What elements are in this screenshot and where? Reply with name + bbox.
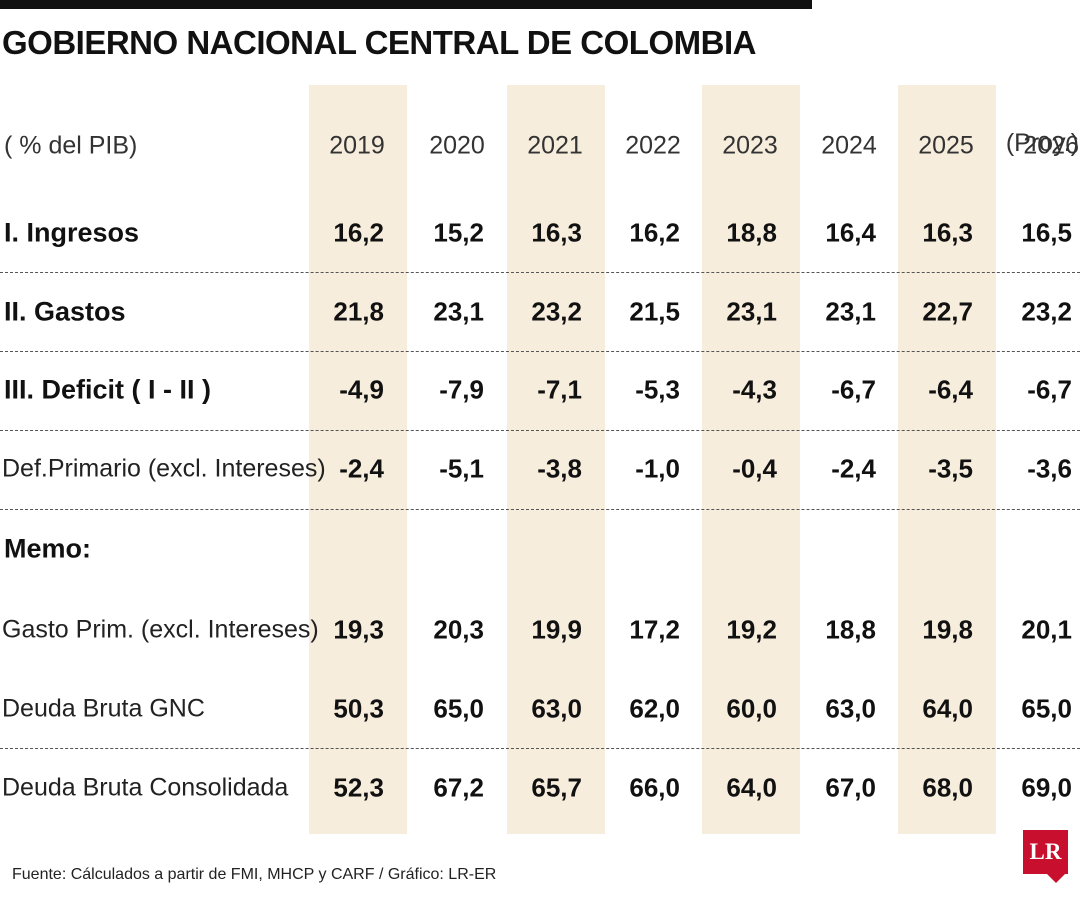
top-bar xyxy=(0,0,812,9)
value-cell-2020: 67,2 xyxy=(433,772,484,803)
row-label: III. Deficit ( I - II ) xyxy=(4,374,212,405)
unit-label: ( % del PIB) xyxy=(4,131,138,160)
value-cell-2023: 19,2 xyxy=(726,614,777,645)
value-cell-2022: 16,2 xyxy=(629,217,680,248)
row-divider xyxy=(0,509,1080,510)
value-cell-2024: 67,0 xyxy=(825,772,876,803)
value-cell-2023: 64,0 xyxy=(726,772,777,803)
year-header-2022: 2022 xyxy=(625,131,681,160)
year-header-2025: 2025 xyxy=(918,131,974,160)
row-divider xyxy=(0,351,1080,352)
row-label: II. Gastos xyxy=(4,296,126,327)
value-cell-2020: 65,0 xyxy=(433,693,484,724)
row-divider xyxy=(0,272,1080,273)
value-cell-2019: 16,2 xyxy=(333,217,384,248)
projection-label: (Proy.) xyxy=(1005,129,1079,157)
value-cell-2025: 19,8 xyxy=(922,614,973,645)
lr-logo-tail xyxy=(1046,873,1066,883)
value-cell-2022: 62,0 xyxy=(629,693,680,724)
value-cell-2021: 65,7 xyxy=(531,772,582,803)
value-cell-2019: -2,4 xyxy=(339,453,384,484)
value-cell-2024: -6,7 xyxy=(831,374,876,405)
value-cell-2019: 52,3 xyxy=(333,772,384,803)
value-cell-2026: 20,1 xyxy=(1021,614,1072,645)
year-header-2021: 2021 xyxy=(527,131,583,160)
row-label: Def.Primario (excl. Intereses) xyxy=(2,454,326,483)
value-cell-2022: 17,2 xyxy=(629,614,680,645)
value-cell-2019: 50,3 xyxy=(333,693,384,724)
year-header-2023: 2023 xyxy=(722,131,778,160)
year-header-2026: 2026 xyxy=(1023,131,1079,160)
value-cell-2025: -6,4 xyxy=(928,374,973,405)
value-cell-2023: 18,8 xyxy=(726,217,777,248)
year-header-2020: 2020 xyxy=(429,131,485,160)
value-cell-2021: -7,1 xyxy=(537,374,582,405)
value-cell-2026: -6,7 xyxy=(1027,374,1072,405)
value-cell-2019: 19,3 xyxy=(333,614,384,645)
value-cell-2020: 20,3 xyxy=(433,614,484,645)
value-cell-2023: -0,4 xyxy=(732,453,777,484)
value-cell-2024: 18,8 xyxy=(825,614,876,645)
value-cell-2024: 63,0 xyxy=(825,693,876,724)
value-cell-2020: 15,2 xyxy=(433,217,484,248)
chart-title: GOBIERNO NACIONAL CENTRAL DE COLOMBIA xyxy=(2,24,756,61)
row-label: Memo: xyxy=(4,533,91,564)
column-highlight-2023 xyxy=(702,85,800,834)
row-divider xyxy=(0,748,1080,749)
year-header-2024: 2024 xyxy=(821,131,877,160)
column-highlight-2019 xyxy=(309,85,407,834)
value-cell-2024: -2,4 xyxy=(831,453,876,484)
value-cell-2025: -3,5 xyxy=(928,453,973,484)
value-cell-2024: 16,4 xyxy=(825,217,876,248)
lr-logo: LR xyxy=(1023,830,1068,874)
value-cell-2026: 16,5 xyxy=(1021,217,1072,248)
value-cell-2019: 21,8 xyxy=(333,296,384,327)
value-cell-2020: -7,9 xyxy=(439,374,484,405)
column-highlight-2025 xyxy=(898,85,996,834)
value-cell-2021: -3,8 xyxy=(537,453,582,484)
year-header-2019: 2019 xyxy=(329,131,385,160)
value-cell-2021: 63,0 xyxy=(531,693,582,724)
value-cell-2026: 65,0 xyxy=(1021,693,1072,724)
value-cell-2023: -4,3 xyxy=(732,374,777,405)
value-cell-2026: 23,2 xyxy=(1021,296,1072,327)
value-cell-2026: -3,6 xyxy=(1027,453,1072,484)
value-cell-2021: 19,9 xyxy=(531,614,582,645)
value-cell-2024: 23,1 xyxy=(825,296,876,327)
value-cell-2025: 68,0 xyxy=(922,772,973,803)
value-cell-2022: -5,3 xyxy=(635,374,680,405)
value-cell-2022: -1,0 xyxy=(635,453,680,484)
row-divider xyxy=(0,430,1080,431)
value-cell-2020: 23,1 xyxy=(433,296,484,327)
value-cell-2021: 16,3 xyxy=(531,217,582,248)
value-cell-2021: 23,2 xyxy=(531,296,582,327)
value-cell-2022: 21,5 xyxy=(629,296,680,327)
row-label: Gasto Prim. (excl. Intereses) xyxy=(2,615,319,644)
value-cell-2026: 69,0 xyxy=(1021,772,1072,803)
row-label: I. Ingresos xyxy=(4,217,140,248)
column-highlight-2021 xyxy=(507,85,605,834)
row-label: Deuda Bruta GNC xyxy=(2,694,205,723)
value-cell-2025: 16,3 xyxy=(922,217,973,248)
value-cell-2023: 60,0 xyxy=(726,693,777,724)
value-cell-2022: 66,0 xyxy=(629,772,680,803)
row-label: Deuda Bruta Consolidada xyxy=(2,773,289,802)
value-cell-2023: 23,1 xyxy=(726,296,777,327)
value-cell-2025: 64,0 xyxy=(922,693,973,724)
value-cell-2025: 22,7 xyxy=(922,296,973,327)
value-cell-2020: -5,1 xyxy=(439,453,484,484)
value-cell-2019: -4,9 xyxy=(339,374,384,405)
source-note: Fuente: Cálculados a partir de FMI, MHCP… xyxy=(12,866,497,883)
